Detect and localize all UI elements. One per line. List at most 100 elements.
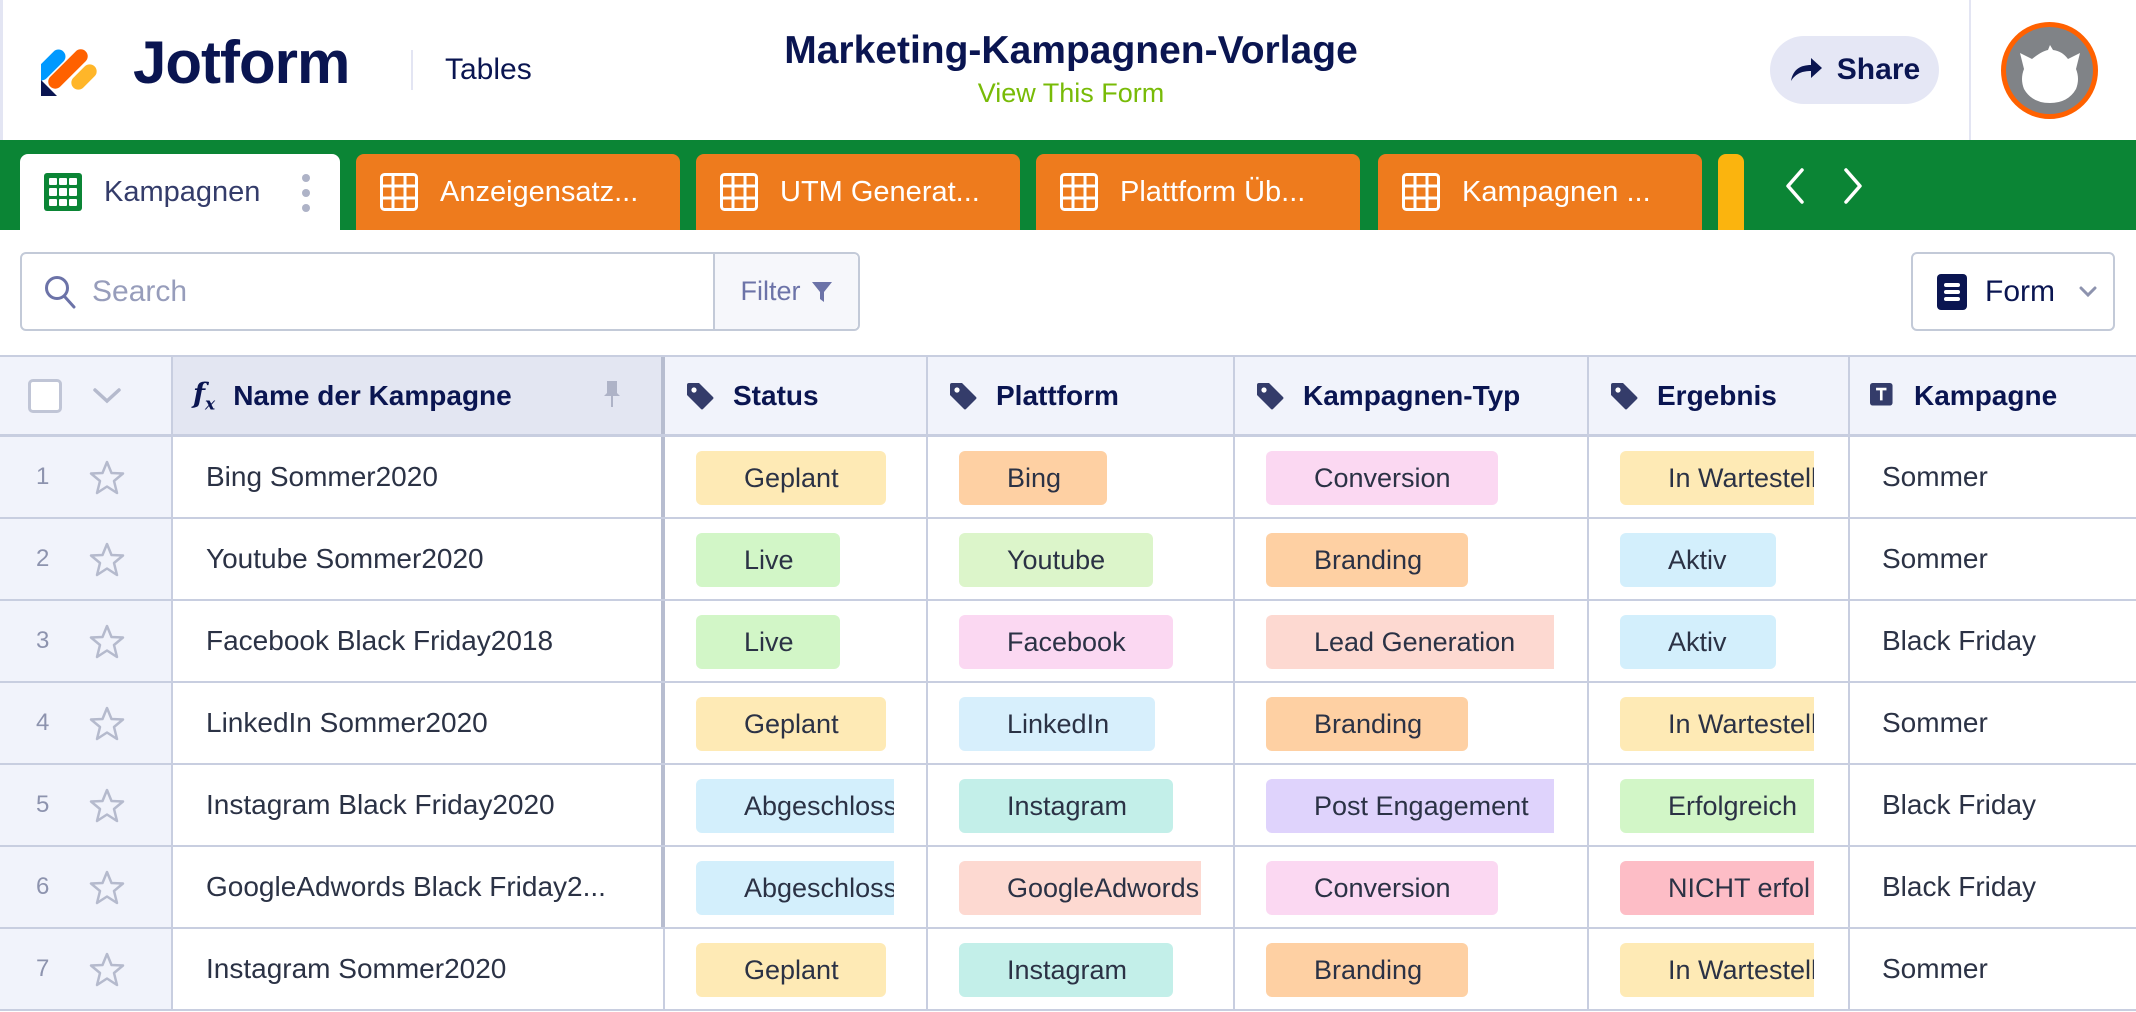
plattform-badge[interactable]: Youtube — [959, 533, 1153, 587]
user-avatar[interactable] — [2001, 22, 2098, 119]
cell-ergebnis[interactable]: In Wartestell — [1589, 929, 1850, 1009]
cell-ergebnis[interactable]: Erfolgreich — [1589, 765, 1850, 845]
tab-plattform[interactable]: Plattform Üb... — [1036, 154, 1360, 230]
plattform-badge[interactable]: Bing — [959, 451, 1107, 505]
cell-status[interactable]: Geplant — [665, 437, 928, 517]
cell-kampagne[interactable]: Sommer — [1882, 707, 1988, 738]
cell-kampagne[interactable]: Black Friday — [1882, 625, 2037, 656]
cell-name[interactable]: LinkedIn Sommer2020 — [173, 683, 665, 763]
cell-plattform[interactable]: Youtube — [928, 519, 1235, 599]
cell-status[interactable]: Geplant — [665, 929, 928, 1009]
tab-utm-generator[interactable]: UTM Generat... — [696, 154, 1020, 230]
plattform-badge[interactable]: LinkedIn — [959, 697, 1155, 751]
cell-kampagne[interactable]: Black Friday — [1882, 871, 2037, 902]
filter-button[interactable]: Filter — [713, 254, 858, 329]
jotform-logo-icon[interactable] — [41, 32, 103, 96]
tabs-scroll-right-button[interactable] — [1833, 164, 1873, 208]
star-icon[interactable] — [88, 951, 126, 989]
star-icon[interactable] — [88, 869, 126, 907]
status-badge[interactable]: Live — [696, 533, 840, 587]
cell-ergebnis[interactable]: NICHT erfol — [1589, 847, 1850, 927]
cell-kampagnen-typ[interactable]: Post Engagement — [1235, 765, 1589, 845]
plattform-badge[interactable]: GoogleAdwords — [959, 861, 1201, 915]
ergebnis-badge[interactable]: Aktiv — [1620, 533, 1776, 587]
ergebnis-badge[interactable]: In Wartestell — [1620, 943, 1814, 997]
table-row[interactable]: 7 Instagram Sommer2020 Geplant Instagram… — [0, 929, 2136, 1011]
cell-ergebnis[interactable]: Aktiv — [1589, 519, 1850, 599]
table-row[interactable]: 3 Facebook Black Friday2018 Live Faceboo… — [0, 601, 2136, 683]
tabs-scroll-left-button[interactable] — [1775, 164, 1815, 208]
view-form-link[interactable]: View This Form — [977, 78, 1165, 108]
status-badge[interactable]: Geplant — [696, 451, 886, 505]
cell-kampagnen-typ[interactable]: Lead Generation — [1235, 601, 1589, 681]
column-header-status[interactable]: Status — [665, 357, 928, 434]
plattform-badge[interactable]: Instagram — [959, 779, 1173, 833]
star-icon[interactable] — [88, 541, 126, 579]
typ-badge[interactable]: Branding — [1266, 943, 1468, 997]
cell-name[interactable]: Facebook Black Friday2018 — [173, 601, 665, 681]
cell-plattform[interactable]: Instagram — [928, 929, 1235, 1009]
ergebnis-badge[interactable]: Aktiv — [1620, 615, 1776, 669]
column-header-kampagne[interactable]: Kampagne — [1850, 357, 2136, 434]
status-badge[interactable]: Live — [696, 615, 840, 669]
search-input[interactable] — [92, 274, 652, 309]
column-header-name[interactable]: fx Name der Kampagne — [173, 357, 665, 434]
star-icon[interactable] — [88, 459, 126, 497]
cell-ergebnis[interactable]: In Wartestell — [1589, 683, 1850, 763]
cell-kampagne[interactable]: Black Friday — [1882, 789, 2037, 820]
cell-status[interactable]: Live — [665, 519, 928, 599]
cell-kampagnen-typ[interactable]: Conversion — [1235, 847, 1589, 927]
select-all-checkbox[interactable] — [28, 378, 62, 413]
cell-kampagnen-typ[interactable]: Conversion — [1235, 437, 1589, 517]
plattform-badge[interactable]: Instagram — [959, 943, 1173, 997]
tab-kampagnen[interactable]: Kampagnen — [20, 154, 340, 230]
column-header-kampagnen-typ[interactable]: Kampagnen-Typ — [1235, 357, 1589, 434]
table-row[interactable]: 5 Instagram Black Friday2020 Abgeschloss… — [0, 765, 2136, 847]
pin-icon[interactable] — [603, 379, 621, 409]
table-row[interactable]: 2 Youtube Sommer2020 Live Youtube Brandi… — [0, 519, 2136, 601]
cell-status[interactable]: Geplant — [665, 683, 928, 763]
typ-badge[interactable]: Conversion — [1266, 861, 1498, 915]
cell-status[interactable]: Live — [665, 601, 928, 681]
cell-kampagnen-typ[interactable]: Branding — [1235, 683, 1589, 763]
chevron-down-icon[interactable] — [92, 387, 122, 405]
view-selector-dropdown[interactable]: Form — [1911, 252, 2115, 331]
ergebnis-badge[interactable]: Erfolgreich — [1620, 779, 1814, 833]
status-badge[interactable]: Geplant — [696, 943, 886, 997]
cell-ergebnis[interactable]: In Wartestell — [1589, 437, 1850, 517]
status-badge[interactable]: Abgeschloss — [696, 779, 894, 833]
cell-kampagnen-typ[interactable]: Branding — [1235, 929, 1589, 1009]
typ-badge[interactable]: Branding — [1266, 697, 1468, 751]
share-button[interactable]: Share — [1770, 36, 1939, 104]
plattform-badge[interactable]: Facebook — [959, 615, 1173, 669]
ergebnis-badge[interactable]: In Wartestell — [1620, 451, 1814, 505]
table-row[interactable]: 1 Bing Sommer2020 Geplant Bing Conversio… — [0, 437, 2136, 519]
cell-kampagne[interactable]: Sommer — [1882, 543, 1988, 574]
tab-anzeigensatz[interactable]: Anzeigensatz... — [356, 154, 680, 230]
ergebnis-badge[interactable]: In Wartestell — [1620, 697, 1814, 751]
cell-name[interactable]: Youtube Sommer2020 — [173, 519, 665, 599]
cell-kampagne[interactable]: Sommer — [1882, 953, 1988, 984]
cell-kampagne[interactable]: Sommer — [1882, 461, 1988, 492]
cell-plattform[interactable]: LinkedIn — [928, 683, 1235, 763]
cell-name[interactable]: Bing Sommer2020 — [173, 437, 665, 517]
column-header-ergebnis[interactable]: Ergebnis — [1589, 357, 1850, 434]
ergebnis-badge[interactable]: NICHT erfol — [1620, 861, 1814, 915]
status-badge[interactable]: Abgeschloss — [696, 861, 894, 915]
cell-name[interactable]: Instagram Sommer2020 — [173, 929, 665, 1009]
status-badge[interactable]: Geplant — [696, 697, 886, 751]
cell-name[interactable]: GoogleAdwords Black Friday2... — [173, 847, 665, 927]
cell-status[interactable]: Abgeschloss — [665, 847, 928, 927]
cell-ergebnis[interactable]: Aktiv — [1589, 601, 1850, 681]
cell-name[interactable]: Instagram Black Friday2020 — [173, 765, 665, 845]
table-row[interactable]: 6 GoogleAdwords Black Friday2... Abgesch… — [0, 847, 2136, 929]
tab-partial-hidden[interactable] — [1718, 154, 1744, 230]
tab-more-icon[interactable] — [302, 174, 310, 212]
typ-badge[interactable]: Branding — [1266, 533, 1468, 587]
column-header-plattform[interactable]: Plattform — [928, 357, 1235, 434]
star-icon[interactable] — [88, 623, 126, 661]
typ-badge[interactable]: Lead Generation — [1266, 615, 1554, 669]
tab-kampagnen-2[interactable]: Kampagnen ... — [1378, 154, 1702, 230]
cell-plattform[interactable]: Bing — [928, 437, 1235, 517]
table-row[interactable]: 4 LinkedIn Sommer2020 Geplant LinkedIn B… — [0, 683, 2136, 765]
